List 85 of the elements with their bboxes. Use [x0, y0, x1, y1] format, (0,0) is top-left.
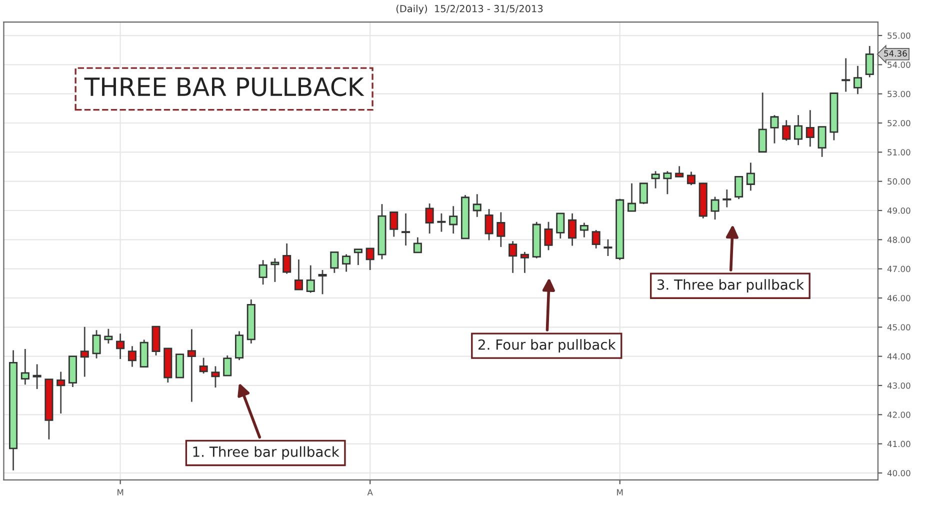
- chart-title: (Daily) 15/2/2013 - 31/5/2013: [396, 4, 543, 14]
- candlestick: [675, 165, 684, 178]
- candlestick: [865, 45, 874, 78]
- candlestick: [627, 182, 636, 212]
- candlestick: [580, 222, 588, 238]
- candlestick: [508, 240, 518, 274]
- y-tick-label: 46.00: [887, 294, 910, 302]
- candlestick: [211, 366, 220, 388]
- x-tick-label: A: [367, 489, 373, 496]
- text: 54.36: [884, 50, 907, 57]
- y-tick-label: 43.00: [887, 382, 910, 389]
- y-tick-label: 52.00: [888, 120, 910, 126]
- y-tick-label: 44.00: [887, 353, 910, 360]
- candlestick: [32, 363, 42, 390]
- candlestick: [390, 212, 398, 238]
- candlestick: [842, 58, 850, 92]
- candlestick: [472, 193, 482, 218]
- candlestick: [651, 170, 660, 190]
- y-tick-label: 45.00: [887, 324, 910, 330]
- candlestick: [330, 252, 339, 274]
- annotation: 2. Four bar pullback: [478, 339, 616, 353]
- x-tick-label: M: [617, 489, 623, 496]
- candlestick: [568, 212, 577, 246]
- candlestick: [92, 329, 101, 360]
- candlestick: [437, 212, 446, 232]
- y-tick-label: 51.00: [888, 149, 910, 156]
- candlestick: [782, 119, 791, 142]
- candlestick: [449, 205, 458, 234]
- candlestick: [818, 126, 826, 158]
- candlestick: [223, 354, 232, 376]
- candlestick: [104, 328, 113, 344]
- candlestick: [187, 328, 196, 403]
- candlestick: [128, 345, 136, 368]
- candlestick: [270, 258, 280, 283]
- candlestick: [80, 326, 89, 378]
- candlestick: [592, 229, 600, 250]
- candlestick: [746, 162, 755, 192]
- y-tick-label: 40.00: [887, 470, 910, 476]
- candlestick: [306, 264, 315, 294]
- y-tick-label: 50.00: [888, 178, 910, 185]
- candlestick: [258, 259, 268, 286]
- annotation: THREE BAR PULLBACK: [84, 77, 364, 96]
- candlestick: [496, 212, 506, 248]
- candlestick: [484, 208, 494, 241]
- y-tick-label: 54.00: [888, 62, 910, 68]
- candlestick: [520, 251, 529, 274]
- candlestick: [318, 269, 327, 295]
- candlestick: [734, 176, 744, 200]
- candlestick: [199, 357, 208, 374]
- candlestick: [722, 188, 732, 208]
- candlestick: [413, 236, 422, 254]
- candlestick: [294, 258, 303, 290]
- candlestick: [758, 92, 767, 153]
- candlestick: [604, 238, 612, 257]
- candlestick: [282, 242, 292, 274]
- candlestick: [425, 202, 434, 234]
- candlestick: [116, 332, 125, 360]
- candlestick: [234, 330, 244, 361]
- candlestick: [544, 221, 553, 251]
- y-tick-label: 47.00: [887, 266, 910, 272]
- y-tick-label: 53.00: [888, 90, 910, 98]
- candlestick: [402, 212, 410, 246]
- candlestick: [354, 248, 362, 266]
- y-tick-label: 41.00: [887, 440, 910, 448]
- candlestick: [686, 171, 696, 186]
- candlestick: [663, 170, 672, 195]
- candlestick: [366, 248, 374, 271]
- candlestick: [853, 65, 862, 95]
- candlestick: [806, 109, 814, 148]
- candlestick: [770, 114, 779, 144]
- x-tick-label: M: [118, 489, 124, 496]
- candlestick: [794, 114, 803, 146]
- candlestick: [710, 196, 720, 220]
- candlestick: [176, 354, 184, 378]
- y-tick-label: 49.00: [887, 207, 910, 214]
- annotation: 3. Three bar pullback: [657, 279, 804, 293]
- candlestick: [56, 371, 66, 414]
- y-tick-label: 48.00: [887, 236, 910, 243]
- y-tick-label: 55.00: [888, 32, 910, 39]
- candlestick: [342, 254, 351, 272]
- candlestick: [556, 212, 565, 240]
- candlestick: [20, 348, 30, 386]
- y-tick-label: 42.00: [887, 412, 910, 418]
- candlestick: [639, 182, 648, 205]
- annotation: 1. Three bar pullback: [193, 446, 340, 460]
